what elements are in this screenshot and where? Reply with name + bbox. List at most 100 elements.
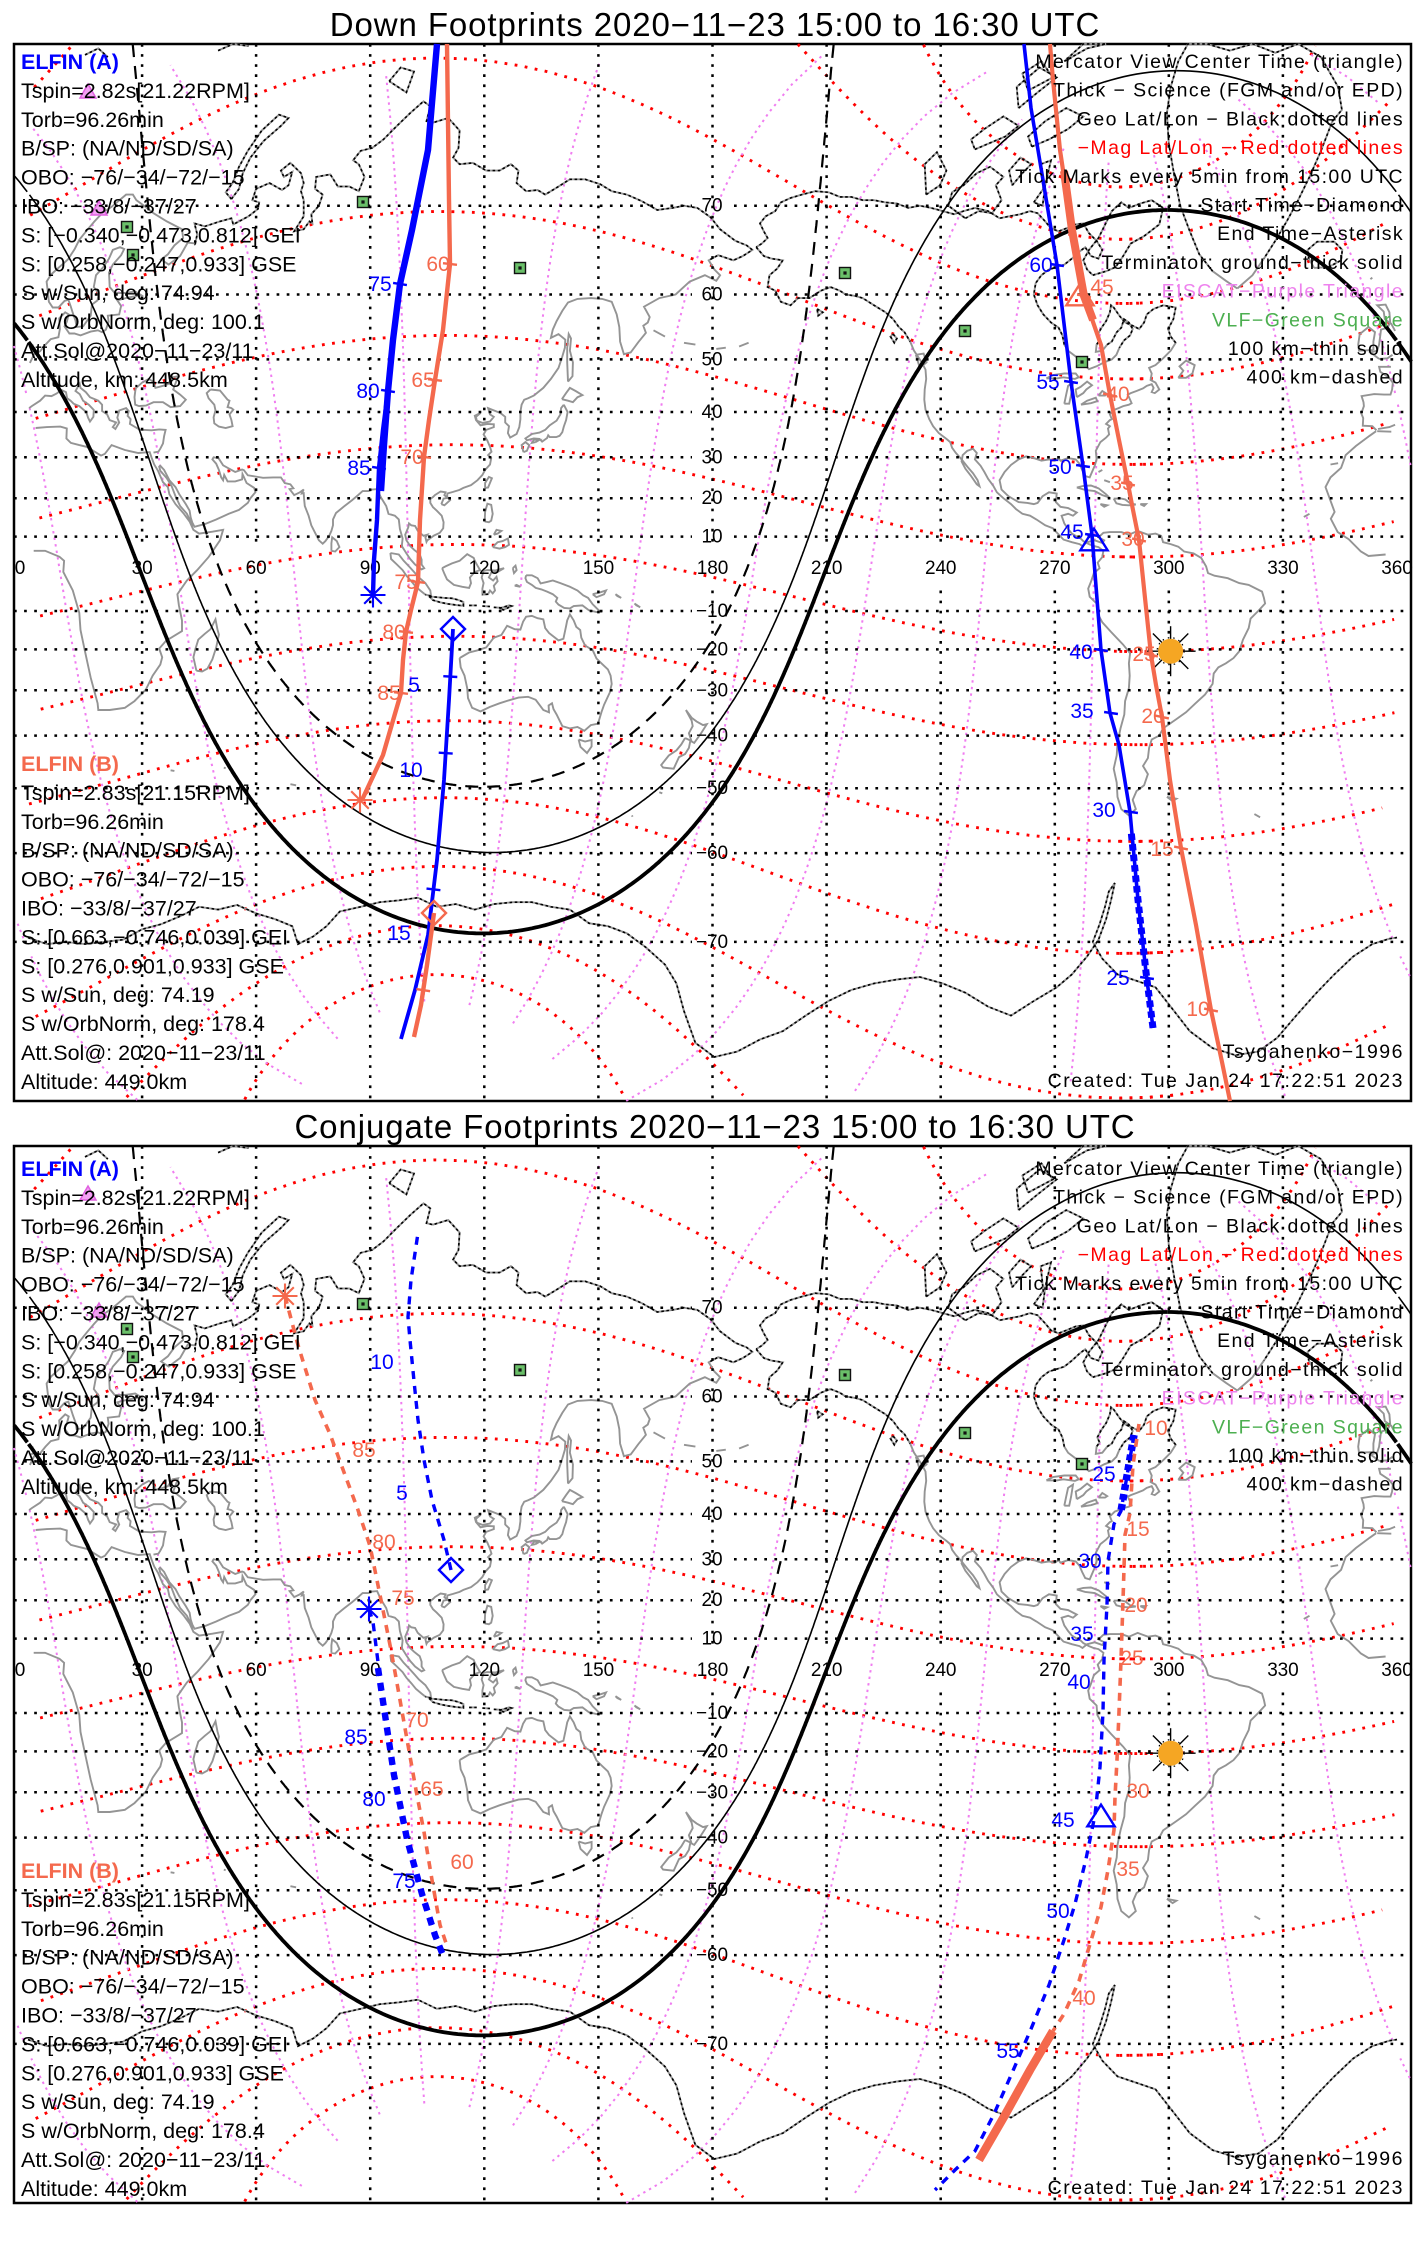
svg-text:180: 180	[697, 1660, 728, 1681]
svg-text:EISCAT−Purple Triangle: EISCAT−Purple Triangle	[1162, 1388, 1404, 1410]
svg-text:Att.Sol@: 2020−11−23/11: Att.Sol@: 2020−11−23/11	[21, 2148, 266, 2172]
svg-text:S: [0.276,0.901,0.933] GSE: S: [0.276,0.901,0.933] GSE	[21, 954, 284, 978]
svg-text:−30: −30	[696, 1782, 728, 1803]
svg-text:Terminator: ground−thick solid: Terminator: ground−thick solid	[1101, 1359, 1404, 1381]
svg-text:Tsyganenko−1996: Tsyganenko−1996	[1223, 1041, 1404, 1063]
svg-text:−20: −20	[696, 639, 728, 660]
svg-text:S w/Sun, deg: 74.94: S w/Sun, deg: 74.94	[21, 281, 215, 305]
svg-text:Tick Marks every 5min from 15:: Tick Marks every 5min from 15:00 UTC	[1015, 1273, 1404, 1295]
svg-text:ELFIN (A): ELFIN (A)	[21, 1157, 119, 1181]
svg-text:S: [0.276,0.901,0.933] GSE: S: [0.276,0.901,0.933] GSE	[21, 2061, 284, 2085]
svg-text:S w/OrbNorm, deg: 178.4: S w/OrbNorm, deg: 178.4	[21, 1012, 265, 1036]
svg-text:Torb=96.26min: Torb=96.26min	[21, 108, 164, 132]
svg-text:OBO: −76/−34/−72/−15: OBO: −76/−34/−72/−15	[21, 166, 245, 190]
svg-text:Altitude: 449.0km: Altitude: 449.0km	[21, 1070, 187, 1094]
svg-text:End Time−Asterisk: End Time−Asterisk	[1217, 1330, 1404, 1352]
svg-text:Created: Tue Jan 24 17:22:51 2: Created: Tue Jan 24 17:22:51 2023	[1048, 2177, 1404, 2199]
svg-text:50: 50	[702, 1451, 723, 1472]
svg-text:0: 0	[15, 1660, 25, 1681]
svg-text:400 km−dashed: 400 km−dashed	[1246, 1474, 1404, 1496]
svg-text:80: 80	[372, 1531, 395, 1554]
svg-text:70: 70	[400, 446, 423, 469]
svg-text:70: 70	[702, 1298, 723, 1319]
svg-text:35: 35	[1116, 1858, 1139, 1881]
svg-text:10: 10	[399, 759, 422, 782]
svg-text:70: 70	[405, 1709, 428, 1732]
svg-text:Torb=96.26min: Torb=96.26min	[21, 1215, 164, 1239]
svg-text:45: 45	[1051, 1809, 1074, 1832]
svg-text:25: 25	[1092, 1463, 1115, 1486]
svg-text:OBO: −76/−34/−72/−15: OBO: −76/−34/−72/−15	[21, 868, 245, 892]
svg-text:10: 10	[370, 1351, 393, 1374]
svg-text:25: 25	[1120, 1647, 1143, 1670]
svg-text:Att.Sol@: 2020−11−23/11: Att.Sol@: 2020−11−23/11	[21, 1041, 266, 1065]
svg-text:−Mag Lat/Lon − Red dotted line: −Mag Lat/Lon − Red dotted lines	[1078, 137, 1404, 159]
svg-text:IBO: −33/8/−37/27: IBO: −33/8/−37/27	[21, 897, 197, 921]
svg-text:60: 60	[426, 253, 449, 276]
svg-text:65: 65	[420, 1778, 443, 1801]
svg-text:85: 85	[352, 1439, 375, 1462]
svg-text:Mercator View Center Time (tri: Mercator View Center Time (triangle)	[1035, 1158, 1404, 1180]
svg-text:Start Time−Diamond: Start Time−Diamond	[1201, 195, 1404, 217]
svg-text:120: 120	[469, 1660, 500, 1681]
svg-text:270: 270	[1039, 1660, 1070, 1681]
svg-text:Altitude, km: 448.5km: Altitude, km: 448.5km	[21, 368, 228, 392]
svg-text:300: 300	[1153, 558, 1184, 579]
svg-text:20: 20	[1124, 1594, 1147, 1617]
svg-text:35: 35	[1110, 472, 1133, 495]
svg-text:75: 75	[391, 1587, 414, 1610]
svg-text:Tsyganenko−1996: Tsyganenko−1996	[1223, 2148, 1404, 2170]
svg-text:−Mag Lat/Lon − Red dotted line: −Mag Lat/Lon − Red dotted lines	[1078, 1244, 1404, 1266]
svg-text:40: 40	[702, 402, 723, 423]
svg-text:80: 80	[356, 380, 379, 403]
svg-text:30: 30	[702, 447, 723, 468]
svg-text:25: 25	[1132, 643, 1155, 666]
svg-text:S: [0.258,−0.247,0.933] GSE: S: [0.258,−0.247,0.933] GSE	[21, 1359, 297, 1383]
svg-text:240: 240	[925, 1660, 956, 1681]
svg-text:IBO: −33/8/−37/27: IBO: −33/8/−37/27	[21, 1302, 197, 1326]
svg-text:−10: −10	[696, 1703, 728, 1724]
svg-text:10: 10	[702, 527, 723, 548]
svg-text:55: 55	[996, 2040, 1019, 2063]
svg-text:330: 330	[1267, 558, 1298, 579]
svg-text:Terminator: ground−thick solid: Terminator: ground−thick solid	[1101, 252, 1404, 274]
svg-text:OBO: −76/−34/−72/−15: OBO: −76/−34/−72/−15	[21, 1273, 245, 1297]
svg-text:Att.Sol@2020−11−23/11: Att.Sol@2020−11−23/11	[21, 1446, 254, 1470]
svg-text:45: 45	[1060, 521, 1083, 544]
svg-text:60: 60	[1029, 254, 1052, 277]
svg-text:20: 20	[702, 488, 723, 509]
svg-text:180: 180	[697, 558, 728, 579]
svg-text:90: 90	[360, 1660, 381, 1681]
svg-text:150: 150	[583, 558, 614, 579]
svg-text:Torb=96.26min: Torb=96.26min	[21, 1917, 164, 1941]
svg-text:10: 10	[1186, 998, 1209, 1021]
svg-text:50: 50	[702, 349, 723, 370]
svg-text:S w/OrbNorm, deg: 100.1: S w/OrbNorm, deg: 100.1	[21, 1417, 265, 1441]
svg-text:B/SP: (NA/ND/SD/SA): B/SP: (NA/ND/SD/SA)	[21, 137, 234, 161]
svg-text:−70: −70	[696, 2034, 728, 2055]
svg-text:85: 85	[377, 682, 400, 705]
svg-text:400 km−dashed: 400 km−dashed	[1246, 367, 1404, 389]
svg-text:60: 60	[702, 1387, 723, 1408]
svg-text:40: 40	[1067, 1671, 1090, 1694]
svg-text:Geo Lat/Lon − Black dotted lin: Geo Lat/Lon − Black dotted lines	[1077, 1215, 1404, 1237]
svg-text:S w/Sun, deg: 74.19: S w/Sun, deg: 74.19	[21, 983, 215, 1007]
svg-text:30: 30	[1078, 1550, 1101, 1573]
svg-text:VLF−Green Square: VLF−Green Square	[1212, 1416, 1404, 1438]
svg-text:S w/OrbNorm, deg: 178.4: S w/OrbNorm, deg: 178.4	[21, 2119, 265, 2143]
svg-text:−70: −70	[696, 932, 728, 953]
svg-text:Thick − Science (FGM and/or EP: Thick − Science (FGM and/or EPD)	[1053, 1187, 1404, 1209]
svg-text:30: 30	[702, 1549, 723, 1570]
svg-text:Created: Tue Jan 24 17:22:51 2: Created: Tue Jan 24 17:22:51 2023	[1048, 1070, 1404, 1092]
svg-text:Tspin=2.82s[21.22RPM]: Tspin=2.82s[21.22RPM]	[21, 1186, 250, 1210]
svg-text:ELFIN (B): ELFIN (B)	[21, 752, 119, 776]
svg-text:85: 85	[344, 1726, 367, 1749]
svg-text:35: 35	[1070, 1623, 1093, 1646]
svg-text:60: 60	[246, 558, 267, 579]
svg-text:Tick Marks every 5min from 15:: Tick Marks every 5min from 15:00 UTC	[1015, 166, 1404, 188]
svg-text:270: 270	[1039, 558, 1070, 579]
svg-text:Thick − Science (FGM and/or EP: Thick − Science (FGM and/or EPD)	[1053, 80, 1404, 102]
svg-text:EISCAT−Purple Triangle: EISCAT−Purple Triangle	[1162, 281, 1404, 303]
svg-text:300: 300	[1153, 1660, 1184, 1681]
svg-text:100 km−thin solid: 100 km−thin solid	[1228, 1445, 1404, 1467]
